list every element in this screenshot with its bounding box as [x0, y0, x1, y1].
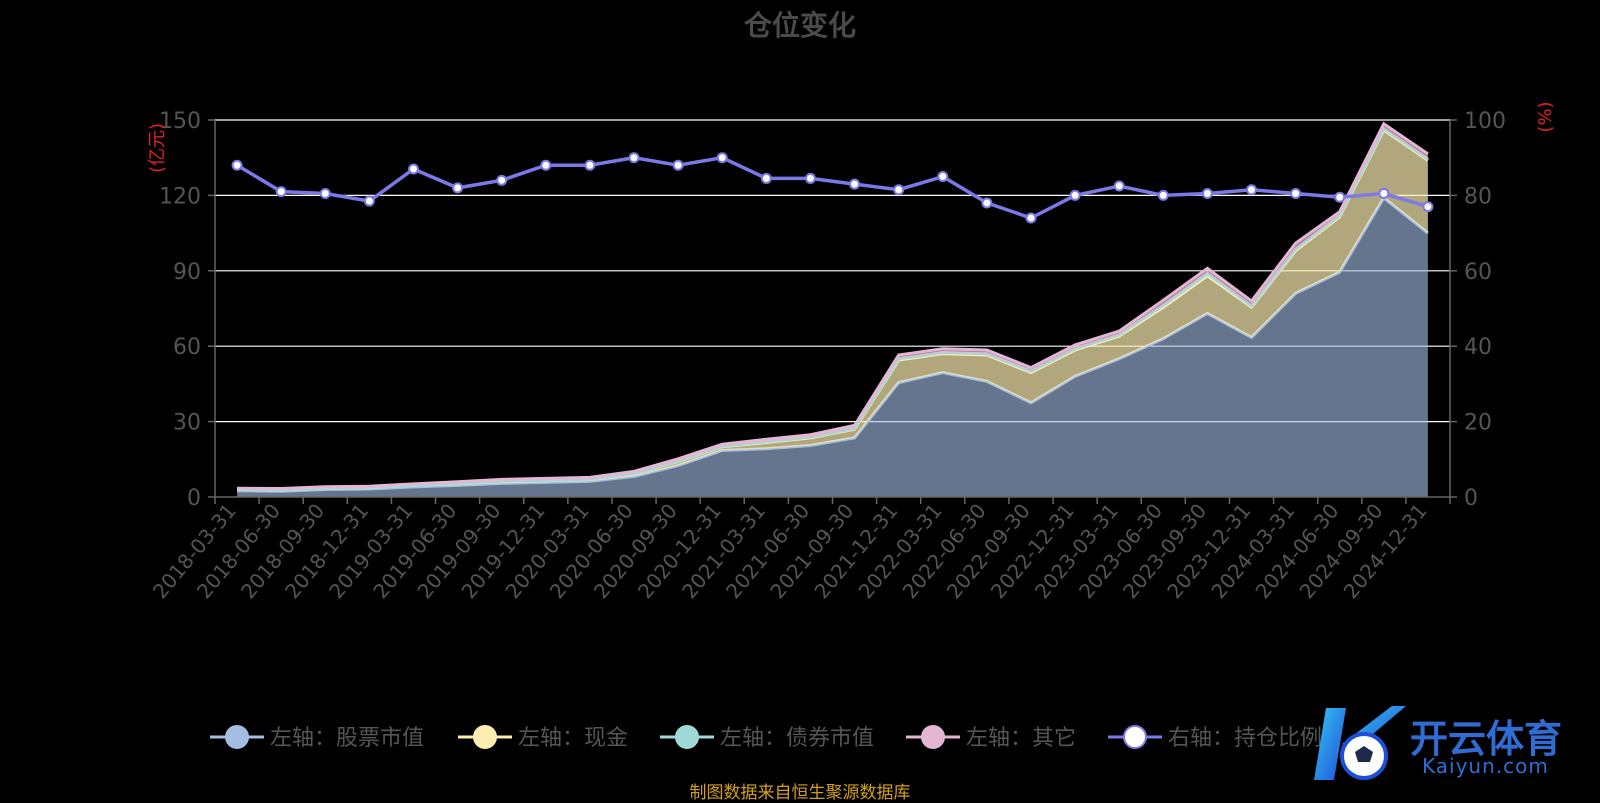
line-point [584, 159, 596, 171]
line-point [540, 159, 552, 171]
line-point [893, 184, 905, 196]
area-series-edge [237, 121, 1429, 491]
y-left-tick-label: 30 [173, 411, 201, 436]
y-right-unit-label: (%) [1535, 101, 1556, 132]
line-point [937, 171, 949, 183]
y-left-tick-label: 150 [159, 109, 201, 134]
line-point [1290, 188, 1302, 200]
line-point [1246, 184, 1258, 196]
y-right-tick-label: 20 [1464, 411, 1492, 436]
y-left-unit-label: (亿元) [147, 123, 168, 173]
y-right-tick-label: 60 [1464, 260, 1492, 285]
line-point [1025, 212, 1037, 224]
line-point [716, 152, 728, 164]
legend-marker [473, 725, 497, 749]
y-right-tick-label: 0 [1464, 486, 1478, 511]
legend-label: 左轴：现金 [518, 726, 628, 751]
line-point [231, 159, 243, 171]
watermark-name-en: Kaiyun.com [1422, 754, 1549, 778]
y-right-tick-label: 80 [1464, 184, 1492, 209]
line-point [1157, 189, 1169, 201]
line-point [1069, 189, 1081, 201]
stacked-areas [237, 121, 1429, 497]
legend-label: 左轴：股票市值 [270, 726, 424, 751]
line-point [1422, 201, 1434, 213]
line-point [496, 174, 508, 186]
line-point [1113, 180, 1125, 192]
data-source-note: 制图数据来自恒生聚源数据库 [689, 783, 911, 803]
legend-label: 右轴：持仓比例 [1168, 726, 1322, 751]
line-point [672, 159, 684, 171]
line-point [1334, 191, 1346, 203]
y-right-tick-label: 40 [1464, 335, 1492, 360]
line-point [628, 152, 640, 164]
line-series [236, 155, 1429, 220]
line-point [407, 163, 419, 175]
legend-marker [225, 725, 249, 749]
line-point [981, 197, 993, 209]
line-point [760, 172, 772, 184]
area-series [237, 130, 1428, 492]
chart-title: 仓位变化 [743, 9, 856, 42]
k-soccer-ball-logo-icon [1314, 706, 1406, 780]
area-series [237, 197, 1428, 497]
watermark-logo: 开云体育 Kaiyun.com [1312, 700, 1592, 790]
legend-marker [675, 725, 699, 749]
line-point [363, 195, 375, 207]
position-ratio-line [231, 152, 1434, 224]
y-left-tick-label: 60 [173, 335, 201, 360]
legend-label: 左轴：其它 [966, 726, 1076, 751]
line-point [1201, 188, 1213, 200]
line-point [804, 172, 816, 184]
y-left-tick-label: 120 [159, 184, 201, 209]
line-point [275, 186, 287, 198]
line-point [319, 188, 331, 200]
y-right-tick-label: 100 [1464, 109, 1506, 134]
legend: 左轴：股票市值 左轴：现金 左轴：债券市值 左轴：其它 右轴：持仓比例 [210, 725, 1322, 751]
y-left-tick-label: 0 [187, 486, 201, 511]
y-left-tick-label: 90 [173, 260, 201, 285]
line-point [452, 182, 464, 194]
legend-marker [1123, 725, 1147, 749]
legend-label: 左轴：债券市值 [720, 726, 874, 751]
legend-marker [921, 725, 945, 749]
line-point [849, 178, 861, 190]
line-point [1378, 188, 1390, 200]
watermark-name-cn: 开云体育 [1410, 717, 1563, 761]
